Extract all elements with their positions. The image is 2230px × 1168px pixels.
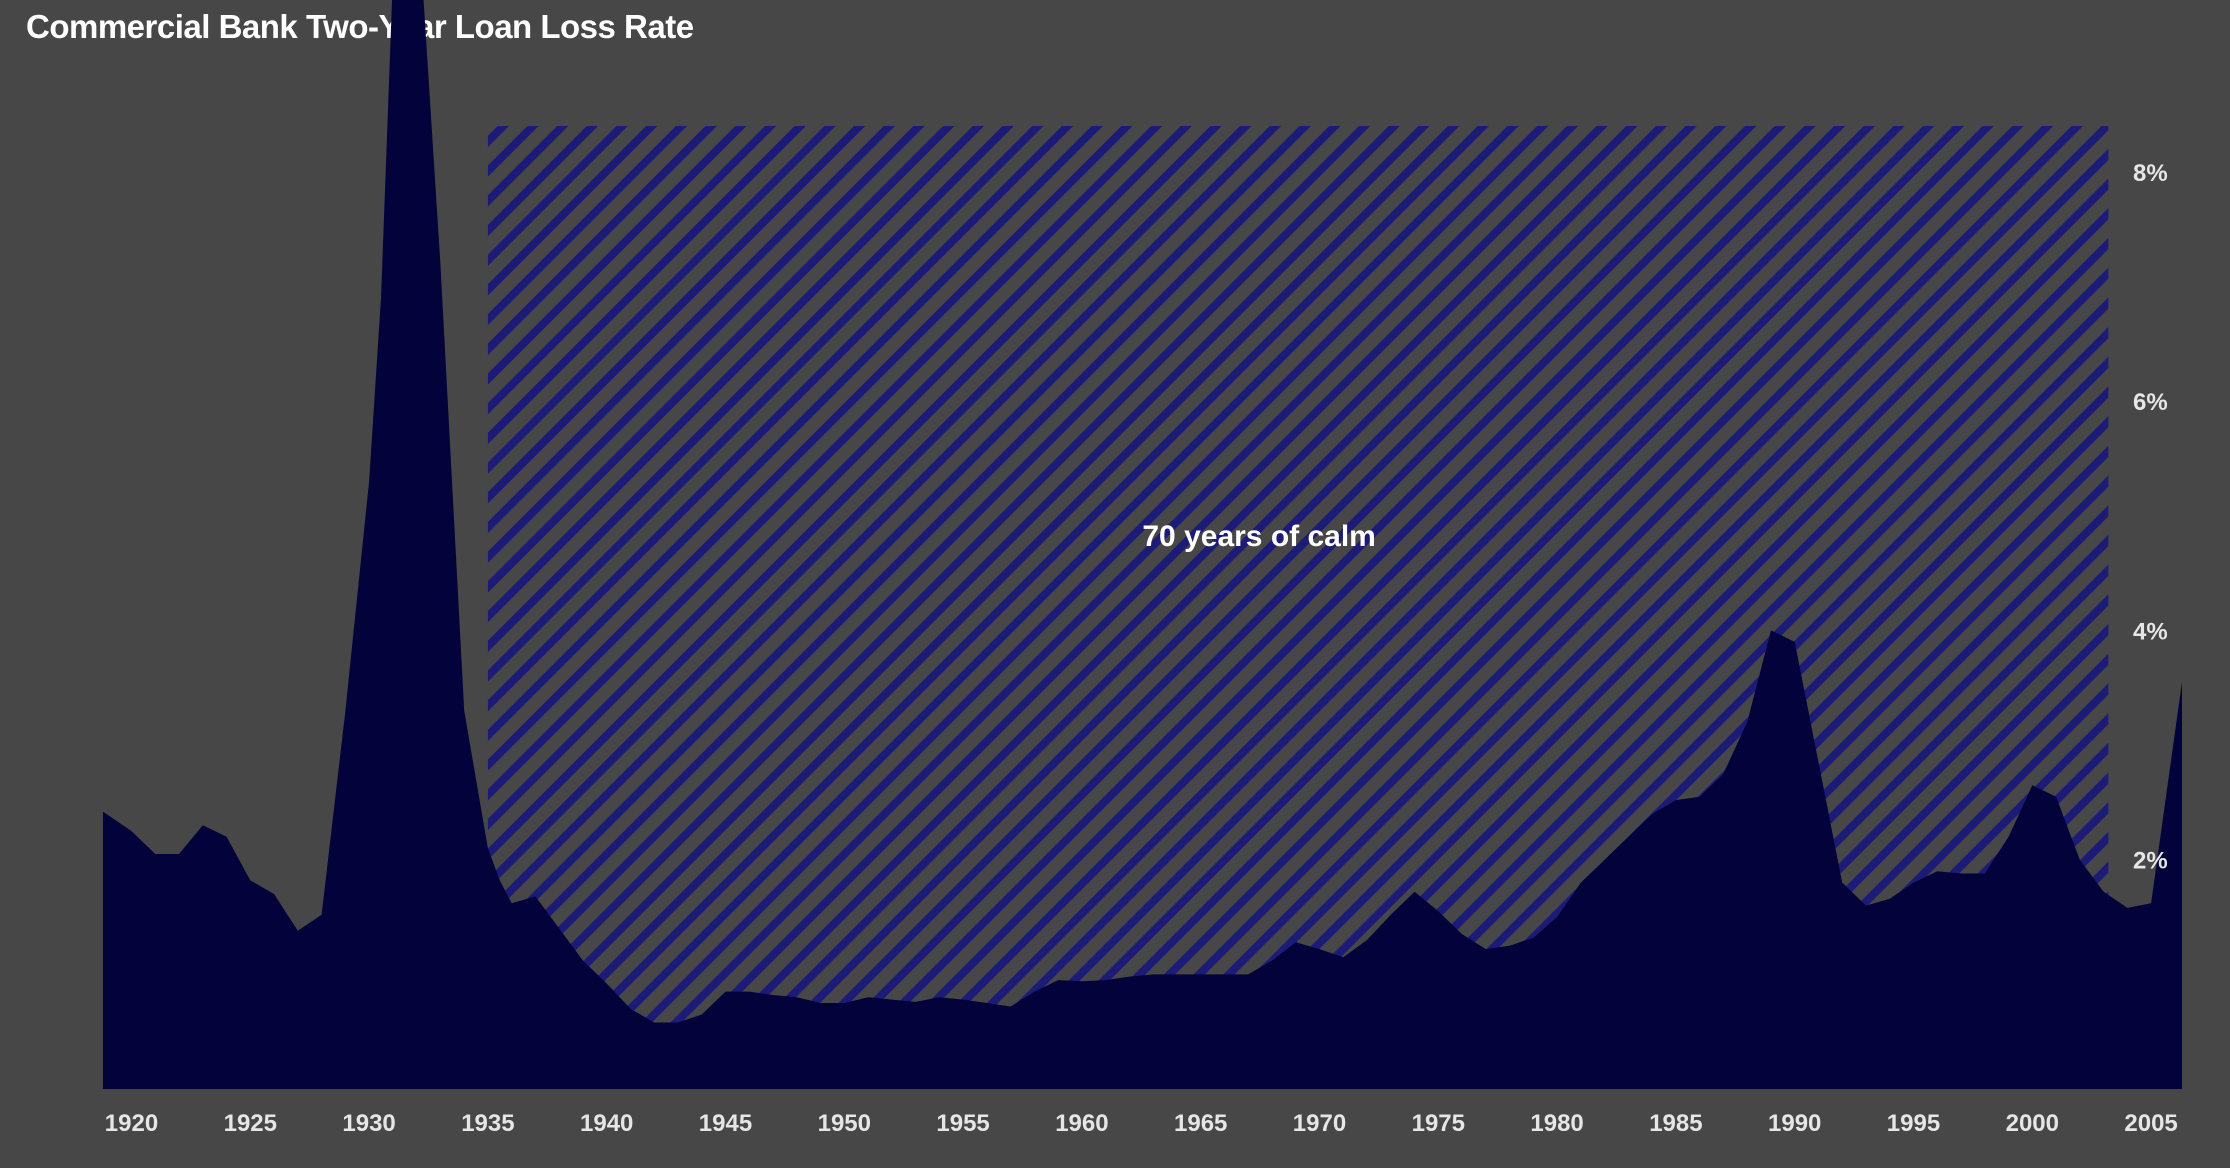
x-tick-label: 1940 (580, 1110, 633, 1137)
x-axis: 1920 1925 1930 1935 1940 1945 1950 1955 1960 1965… (105, 1110, 2178, 1137)
chart-title: Commercial Bank Two-Year Loan Loss Rate (26, 8, 694, 45)
x-tick-label: 2005 (2124, 1110, 2177, 1137)
x-tick-label: 1980 (1530, 1110, 1583, 1137)
x-tick-label: 1990 (1768, 1110, 1821, 1137)
x-tick-label: 1965 (1174, 1110, 1227, 1137)
y-tick-label: 8% (2133, 160, 2168, 187)
x-tick-label: 1930 (342, 1110, 395, 1137)
x-tick-label: 1935 (461, 1110, 514, 1137)
calm-period-label: 70 years of calm (1142, 520, 1375, 553)
x-tick-label: 1920 (105, 1110, 158, 1137)
x-tick-label: 1960 (1055, 1110, 1108, 1137)
y-tick-label: 2% (2133, 848, 2168, 875)
x-tick-label: 1995 (1887, 1110, 1940, 1137)
loan-loss-area (103, 0, 2182, 1089)
y-axis: 2% 4% 6% 8% (2133, 160, 2168, 875)
y-tick-label: 4% (2133, 618, 2168, 645)
x-tick-label: 1955 (936, 1110, 989, 1137)
x-tick-label: 1950 (818, 1110, 871, 1137)
x-tick-label: 1985 (1649, 1110, 1702, 1137)
x-tick-label: 2000 (2006, 1110, 2059, 1137)
x-tick-label: 1975 (1412, 1110, 1465, 1137)
x-tick-label: 1945 (699, 1110, 752, 1137)
x-tick-label: 1970 (1293, 1110, 1346, 1137)
x-tick-label: 1925 (224, 1110, 277, 1137)
y-tick-label: 6% (2133, 389, 2168, 416)
